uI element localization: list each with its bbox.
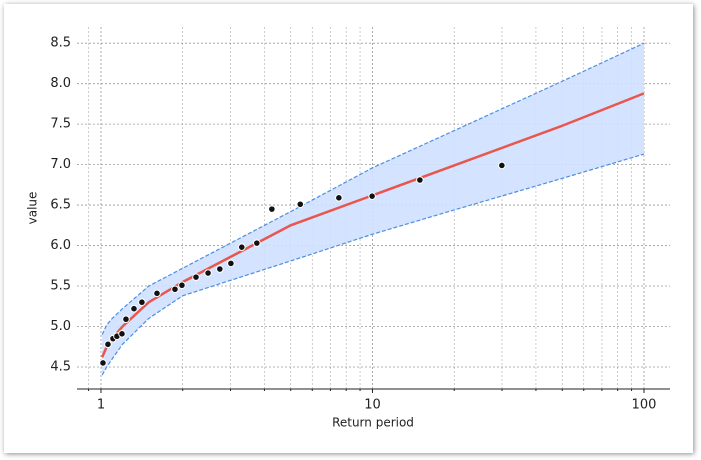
data-point [153, 289, 161, 298]
y-tick-label: 5.5 [50, 279, 71, 294]
data-point [99, 359, 107, 367]
y-tick-label: 6.0 [50, 238, 71, 253]
x-tick-label: 1 [97, 398, 105, 413]
data-point [171, 285, 179, 294]
confidence-band [102, 43, 644, 376]
data-point [416, 176, 424, 184]
y-tick-label: 6.5 [50, 198, 71, 213]
x-tick-label: 100 [632, 398, 657, 413]
data-point [335, 194, 343, 202]
data-point [122, 315, 130, 324]
data-point [227, 259, 235, 268]
data-point [216, 265, 224, 273]
data-point [192, 273, 200, 281]
data-point [104, 340, 112, 349]
data-point [237, 243, 246, 251]
y-tick-label: 4.5 [50, 359, 71, 374]
x-tick-label: 10 [364, 398, 381, 413]
data-point [118, 329, 126, 338]
data-point [178, 281, 186, 290]
data-point [204, 269, 212, 277]
y-tick-label: 8.5 [50, 36, 71, 51]
data-point [296, 200, 305, 209]
data-point [138, 298, 146, 307]
lower-bound [101, 153, 645, 376]
data-point [498, 161, 506, 170]
y-axis-label: value [26, 192, 40, 225]
data-point [268, 205, 276, 213]
y-tick-label: 7.5 [50, 117, 71, 132]
y-tick-label: 5.0 [50, 319, 71, 334]
y-tick-label: 7.0 [50, 157, 71, 172]
data-point [368, 192, 376, 200]
data-point [130, 304, 138, 313]
y-tick-label: 8.0 [50, 76, 71, 91]
data-point [253, 239, 261, 247]
x-axis-label: Return period [332, 416, 414, 430]
upper-bound [101, 42, 645, 335]
